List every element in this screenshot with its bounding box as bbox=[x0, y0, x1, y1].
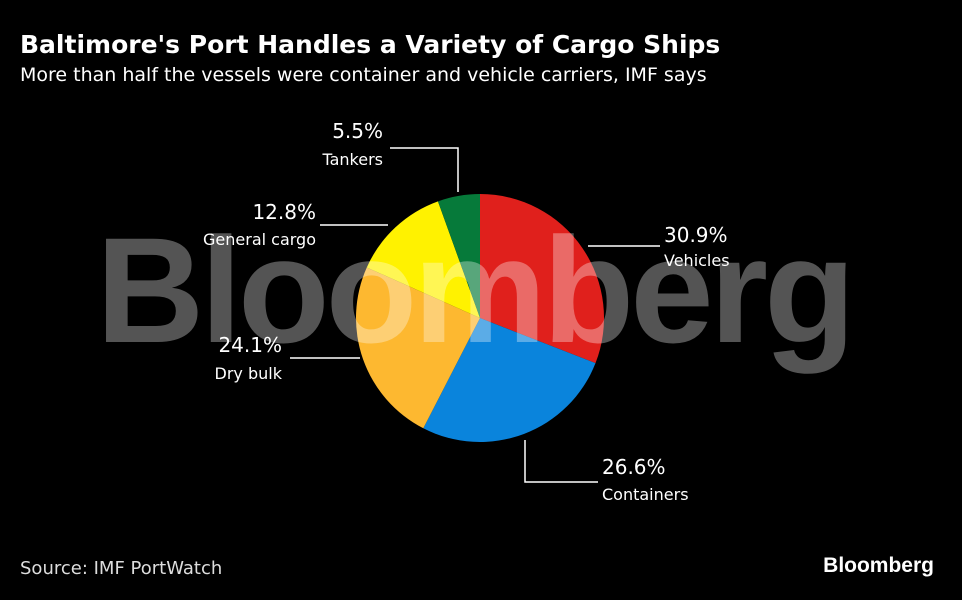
data-label-dry-bulk-pct: 24.1% bbox=[218, 333, 282, 357]
pie-slice-containers bbox=[423, 318, 596, 442]
source-note: Source: IMF PortWatch bbox=[20, 558, 223, 579]
data-label-dry-bulk: Dry bulk bbox=[215, 364, 283, 383]
leader-line-tankers bbox=[390, 147, 459, 192]
chart-subtitle: More than half the vessels were containe… bbox=[20, 64, 707, 86]
data-label-tankers: Tankers bbox=[321, 150, 383, 169]
pie-slice-general-cargo bbox=[366, 201, 480, 318]
leader-line-containers bbox=[524, 440, 598, 483]
bloomberg-watermark: Bloomberg bbox=[96, 206, 852, 374]
data-label-general-cargo: General cargo bbox=[203, 230, 316, 249]
data-label-containers: Containers bbox=[602, 485, 689, 504]
bloomberg-logo: Bloomberg bbox=[823, 554, 934, 577]
data-label-vehicles-pct: 30.9% bbox=[664, 223, 728, 247]
data-label-vehicles: Vehicles bbox=[664, 251, 730, 270]
data-label-containers-pct: 26.6% bbox=[602, 455, 666, 479]
chart-title: Baltimore's Port Handles a Variety of Ca… bbox=[20, 30, 721, 59]
pie-slice-vehicles bbox=[480, 194, 604, 364]
data-label-general-cargo-pct: 12.8% bbox=[252, 200, 316, 224]
pie-slice-tankers bbox=[437, 194, 480, 318]
pie-slice-dry-bulk bbox=[356, 267, 480, 429]
data-label-tankers-pct: 5.5% bbox=[332, 119, 383, 143]
